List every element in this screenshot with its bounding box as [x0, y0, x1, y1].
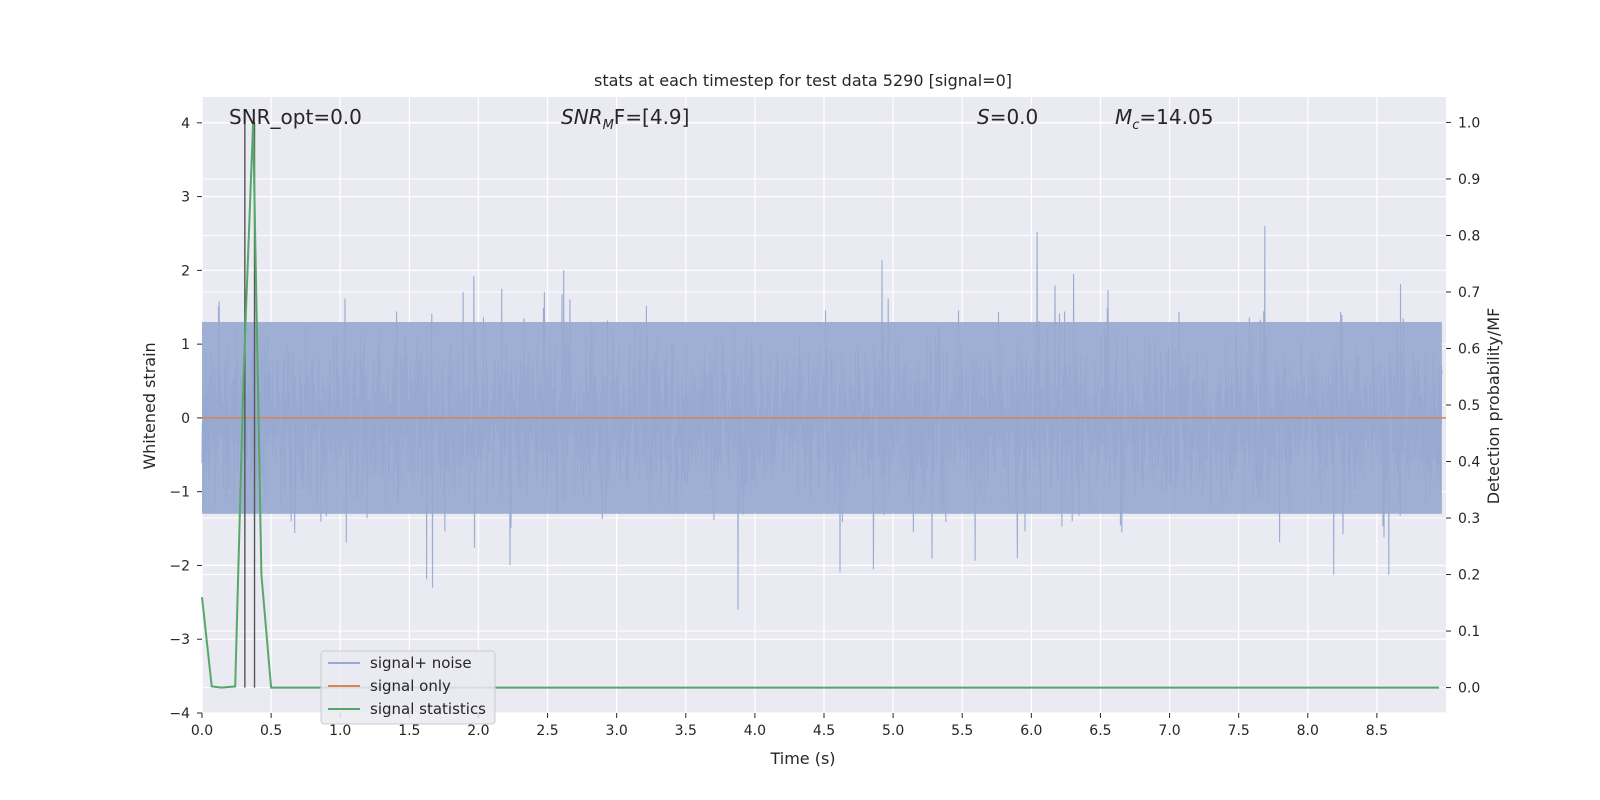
y2-axis-label: Detection probability/MF: [1484, 308, 1503, 505]
y2-tick-label: 0.4: [1458, 455, 1480, 471]
y2-tick-label: 0.2: [1458, 568, 1480, 584]
snr-opt-annotation: SNR_opt=0.0: [229, 105, 362, 129]
y-tick-label: −2: [169, 558, 190, 574]
x-tick-label: 4.5: [813, 723, 835, 739]
signal-statistics-line: [201, 122, 1440, 689]
x-tick-label: 8.5: [1366, 723, 1388, 739]
y-tick-label: 3: [181, 190, 190, 206]
y-axis-ticks: 4 3 2 1 0 −1 −2 −3 −4: [169, 116, 202, 722]
y2-tick-label: 0.9: [1458, 172, 1480, 188]
snr-mf-annotation: SNRMF=[4.9]: [561, 105, 689, 133]
s-annotation: S=0.0: [977, 105, 1038, 129]
x-tick-label: 5.5: [951, 723, 973, 739]
x-tick-label: 6.5: [1089, 723, 1111, 739]
x-tick-label: 7.0: [1158, 723, 1180, 739]
x-tick-label: 8.0: [1297, 723, 1319, 739]
x-tick-label: 4.0: [744, 723, 766, 739]
y-tick-label: 2: [181, 263, 190, 279]
y-tick-label: 1: [181, 337, 190, 353]
y2-tick-label: 0.7: [1458, 285, 1480, 301]
x-tick-label: 0.5: [260, 723, 282, 739]
chart-title: stats at each timestep for test data 529…: [594, 71, 1012, 90]
mc-sub: c: [1132, 118, 1139, 133]
snr-mf-sub: M: [603, 118, 614, 133]
legend-label-signal-only: signal only: [370, 677, 451, 695]
x-tick-label: 6.0: [1020, 723, 1042, 739]
x-tick-label: 2.0: [467, 723, 489, 739]
s-main: S: [977, 105, 990, 129]
x-tick-label: 7.5: [1228, 723, 1250, 739]
y-tick-label: 4: [181, 116, 190, 132]
y-tick-label: −4: [169, 706, 190, 722]
mc-annotation: Mc=14.05: [1115, 105, 1213, 133]
y2-tick-label: 0.0: [1458, 681, 1480, 697]
x-tick-label: 3.0: [606, 723, 628, 739]
signal-statistics-series: [201, 122, 1440, 689]
y2-tick-label: 0.5: [1458, 398, 1480, 414]
s-rest: =0.0: [990, 105, 1039, 129]
x-axis-ticks: 0.0 0.5 1.0 1.5 2.0 2.5 3.0 3.5 4.0 4.5 5.0 5.5 6.0 6…: [191, 713, 1388, 739]
y-tick-label: −1: [169, 485, 190, 501]
x-tick-label: 5.0: [882, 723, 904, 739]
legend-label-statistics: signal statistics: [370, 700, 486, 718]
y-tick-label: 0: [181, 411, 190, 427]
x-tick-label: 0.0: [191, 723, 213, 739]
y2-tick-label: 0.1: [1458, 624, 1480, 640]
mc-main: M: [1115, 105, 1132, 129]
x-tick-label: 2.5: [536, 723, 558, 739]
snr-mf-rest: F=[4.9]: [614, 105, 690, 129]
y2-tick-label: 1.0: [1458, 115, 1480, 131]
legend-label-noise: signal+ noise: [370, 654, 472, 672]
snr-mf-main: SNR: [561, 105, 603, 129]
x-tick-label: 1.0: [329, 723, 351, 739]
y2-tick-label: 0.8: [1458, 228, 1480, 244]
x-tick-label: 1.5: [398, 723, 420, 739]
y2-tick-label: 0.3: [1458, 511, 1480, 527]
y-tick-label: −3: [169, 632, 190, 648]
legend: signal+ noise signal only signal statist…: [320, 650, 496, 725]
legend-box: [320, 650, 496, 725]
x-tick-label: 3.5: [675, 723, 697, 739]
mc-rest: =14.05: [1139, 105, 1213, 129]
y-axis-label: Whitened strain: [140, 342, 159, 469]
y2-axis-ticks: 1.0 0.9 0.8 0.7 0.6 0.5 0.4 0.3 0.2 0.1 0.0: [1446, 115, 1480, 697]
x-axis-label: Time (s): [769, 749, 835, 768]
y2-tick-label: 0.6: [1458, 341, 1480, 357]
